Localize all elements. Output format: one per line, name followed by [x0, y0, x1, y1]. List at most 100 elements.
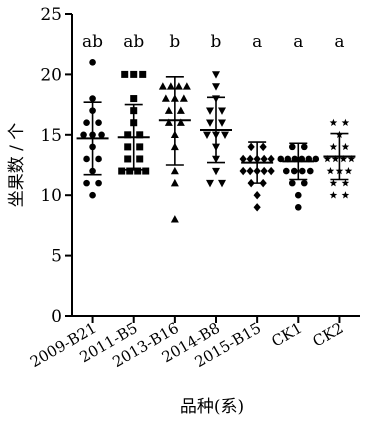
data-point: [136, 155, 144, 163]
data-point: [259, 142, 267, 152]
data-point: [118, 167, 126, 175]
data-point: [246, 154, 254, 164]
data-point: [284, 155, 292, 163]
data-point: [95, 155, 102, 163]
y-tick-label: 20: [40, 65, 62, 85]
data-point: [212, 83, 220, 91]
y-tick-label: 10: [40, 186, 62, 206]
data-point: [203, 131, 211, 139]
data-point: [305, 155, 313, 163]
significance-label: a: [334, 32, 344, 52]
data-point: [124, 143, 132, 151]
data-point: [176, 118, 185, 126]
data-point: [83, 119, 90, 127]
significance-label: b: [211, 32, 222, 52]
data-point: [212, 155, 220, 164]
data-point: [282, 167, 290, 175]
data-point: [136, 143, 144, 151]
data-point: [253, 154, 261, 164]
data-point: [218, 179, 226, 188]
data-point: [170, 142, 179, 151]
y-tick-label: 0: [51, 307, 62, 327]
data-point: [253, 191, 261, 200]
data-point: [331, 154, 340, 163]
data-point: [253, 203, 261, 212]
data-point: [341, 142, 350, 151]
data-point: [83, 179, 90, 187]
data-point: [179, 94, 188, 102]
data-point: [300, 179, 308, 187]
data-point: [341, 118, 350, 126]
data-point: [247, 178, 255, 188]
data-point: [170, 215, 179, 223]
data-point: [89, 191, 96, 199]
data-point: [170, 130, 179, 138]
series-group: ab: [117, 32, 150, 175]
data-point: [89, 59, 96, 66]
data-point: [134, 167, 142, 175]
significance-label: a: [252, 32, 262, 52]
data-point: [329, 191, 338, 199]
data-point: [267, 166, 275, 176]
y-axis: 0 5 10 15 20 25: [40, 5, 73, 327]
data-point: [341, 179, 350, 187]
data-point: [329, 179, 338, 187]
data-point: [329, 118, 338, 126]
y-axis-title: 坐果数 / 个: [7, 123, 27, 208]
data-point: [212, 95, 220, 103]
data-point: [253, 166, 261, 176]
data-point: [174, 82, 183, 90]
series-group: a: [277, 32, 320, 211]
data-point: [130, 119, 138, 127]
data-point: [288, 143, 296, 151]
data-point: [294, 203, 302, 211]
data-point: [83, 155, 90, 163]
data-point: [347, 154, 356, 163]
data-point: [206, 107, 214, 115]
data-point: [130, 107, 138, 115]
data-point: [89, 107, 96, 114]
data-point: [291, 155, 299, 163]
data-point: [212, 143, 220, 152]
data-point: [218, 119, 226, 127]
data-point: [124, 155, 132, 163]
data-point: [170, 178, 179, 187]
data-point: [246, 166, 254, 176]
data-point: [259, 178, 267, 188]
data-point: [170, 166, 179, 175]
x-tick-label: CK2: [310, 319, 347, 351]
data-point: [95, 179, 102, 187]
significance-label: ab: [82, 32, 103, 52]
data-point: [339, 154, 348, 163]
x-axis-title: 品种(系): [180, 397, 244, 417]
data-point: [212, 131, 220, 139]
data-point: [344, 167, 353, 175]
data-point: [290, 167, 298, 175]
plot-area: ab ab b b a a a: [76, 32, 356, 223]
data-point: [218, 107, 226, 115]
data-point: [277, 155, 285, 163]
data-point: [89, 143, 96, 151]
series-group: b: [158, 32, 191, 223]
data-point: [130, 70, 138, 78]
data-point: [164, 106, 173, 114]
data-point: [300, 143, 308, 151]
data-point: [89, 95, 96, 102]
data-point: [89, 167, 96, 175]
x-tick-label: CK1: [268, 319, 305, 351]
data-point: [182, 82, 191, 90]
data-point: [206, 119, 214, 127]
data-point: [95, 119, 102, 127]
data-point: [335, 130, 344, 139]
y-tick-label: 5: [51, 247, 62, 267]
data-point: [312, 155, 320, 163]
data-point: [158, 82, 167, 90]
data-point: [260, 154, 268, 164]
data-point: [126, 167, 134, 175]
data-point: [326, 167, 335, 175]
data-point: [176, 106, 185, 114]
data-point: [136, 131, 144, 139]
data-point: [89, 131, 96, 139]
